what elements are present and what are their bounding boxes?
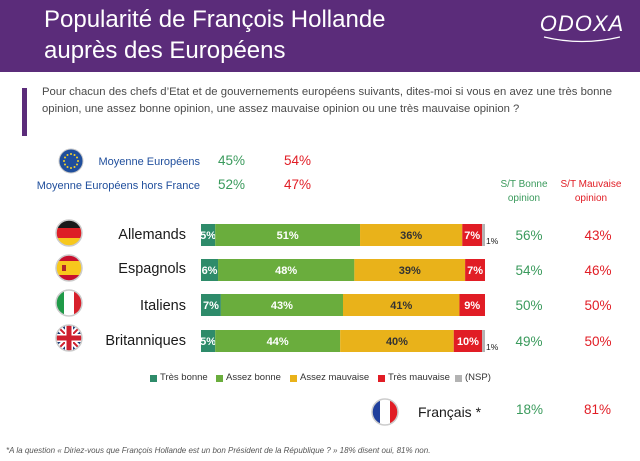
avg-europeans-excl-france-label: Moyenne Européens hors France (36, 180, 200, 192)
title-line-1: Popularité de François Hollande (44, 6, 386, 33)
avg-europeans-good: 45% (218, 153, 246, 168)
legend-swatch-assez-mauvaise (290, 375, 297, 382)
title-line-2: auprès des Européens (44, 37, 286, 64)
germany-flag-icon (55, 219, 83, 247)
bar-allemands-assez-mauvaise (360, 224, 463, 246)
bar-britanniques-nsp (482, 330, 485, 352)
label-britanniques-tres-mauvaise: 10% (457, 336, 479, 348)
label-espagnols-assez-bonne: 48% (275, 265, 297, 277)
total-good-espagnols: 54% (515, 263, 542, 278)
label-allemands-tres-mauvaise: 7% (464, 230, 480, 242)
label-britanniques-assez-mauvaise: 40% (386, 336, 408, 348)
label-espagnols-tres-mauvaise: 7% (467, 265, 483, 277)
eu-flag-icon (58, 148, 84, 174)
label-italiens-tres-bonne: 7% (203, 300, 219, 312)
label-allemands-tres-bonne: 5% (200, 230, 216, 242)
bar-allemands-nsp (482, 224, 485, 246)
legend-swatch-assez-bonne (216, 375, 223, 382)
odoxa-logo: ODOXA (540, 11, 624, 43)
uk-flag-icon (55, 324, 83, 352)
bar-allemands-assez-bonne (215, 224, 361, 246)
legend-label-assez-bonne: Assez bonne (226, 372, 281, 383)
label-italiens-assez-mauvaise: 41% (390, 300, 412, 312)
header-banner: Popularité de François Hollande auprès d… (0, 0, 640, 72)
legend-swatch-tres-bonne (150, 375, 157, 382)
total-good-italiens: 50% (515, 298, 542, 313)
bar-italiens-tres-mauvaise (459, 294, 485, 316)
footnote: *A la question « Diriez-vous que Françoi… (6, 446, 431, 455)
spain-flag-icon (55, 254, 83, 282)
italy-flag-icon (55, 289, 83, 317)
avg-europeans-label: Moyenne Européens (98, 156, 200, 168)
france-flag-icon (371, 398, 399, 426)
total-good-britanniques: 49% (515, 334, 542, 349)
avg-europeans-bad: 54% (284, 153, 312, 168)
label-espagnols-tres-bonne: 6% (202, 265, 218, 277)
bar-britanniques-assez-mauvaise (340, 330, 454, 352)
legend-swatch-nsp (455, 375, 462, 382)
bar-italiens-tres-bonne (201, 294, 221, 316)
row-label-allemands: Allemands (118, 227, 186, 243)
header-good-opinion: S/T Bonne opinion (500, 179, 548, 204)
bar-espagnols-assez-mauvaise (354, 259, 466, 281)
label-italiens-tres-mauvaise: 9% (464, 300, 480, 312)
bar-britanniques-tres-mauvaise (453, 330, 483, 352)
france-good: 18% (516, 402, 544, 417)
france-label: Français * (418, 404, 482, 420)
legend-label-tres-bonne: Très bonne (160, 372, 208, 383)
total-bad-espagnols: 46% (584, 263, 611, 278)
total-bad-britanniques: 50% (584, 334, 611, 349)
total-good-allemands: 56% (515, 228, 542, 243)
bar-britanniques-assez-bonne (215, 330, 341, 352)
bar-allemands-tres-mauvaise (462, 224, 483, 246)
header-bad-opinion: S/T Mauvaise opinion (560, 179, 622, 204)
label-britanniques-tres-bonne: 5% (200, 336, 216, 348)
question-accent-bar (22, 88, 27, 136)
bar-espagnols-tres-mauvaise (465, 259, 485, 281)
legend-label-assez-mauvaise: Assez mauvaise (300, 372, 370, 383)
avg-excl-france-good: 52% (218, 177, 246, 192)
legend-swatch-tres-mauvaise (378, 375, 385, 382)
logo-text: ODOXA (540, 11, 624, 36)
row-label-italiens: Italiens (140, 298, 186, 314)
survey-question: Pour chacun des chefs d’Etat et de gouve… (42, 86, 612, 115)
label-italiens-assez-bonne: 43% (271, 300, 293, 312)
bar-britanniques-tres-bonne (201, 330, 216, 352)
bar-espagnols-tres-bonne (201, 259, 219, 281)
chart-legend: Très bonne Assez bonne Assez mauvaise Tr… (150, 372, 510, 386)
bar-italiens-assez-mauvaise (343, 294, 460, 316)
total-bad-allemands: 43% (584, 228, 611, 243)
france-bad: 81% (584, 402, 612, 417)
label-allemands-nsp: 1% (486, 236, 499, 246)
legend-label-tres-mauvaise: Très mauvaise (388, 372, 450, 383)
label-allemands-assez-bonne: 51% (277, 230, 299, 242)
bar-italiens-assez-bonne (220, 294, 343, 316)
bar-allemands-tres-bonne (201, 224, 216, 246)
label-britanniques-assez-bonne: 44% (267, 336, 289, 348)
legend-label-nsp: (NSP) (465, 372, 491, 383)
row-label-britanniques: Britanniques (105, 333, 186, 349)
row-label-espagnols: Espagnols (118, 261, 186, 277)
avg-excl-france-bad: 47% (284, 177, 312, 192)
label-espagnols-assez-mauvaise: 39% (399, 265, 421, 277)
label-britanniques-nsp: 1% (486, 342, 499, 352)
total-bad-italiens: 50% (584, 298, 611, 313)
page-title: Popularité de François Hollande auprès d… (44, 4, 386, 66)
label-allemands-assez-mauvaise: 36% (400, 230, 422, 242)
bar-espagnols-assez-bonne (218, 259, 355, 281)
